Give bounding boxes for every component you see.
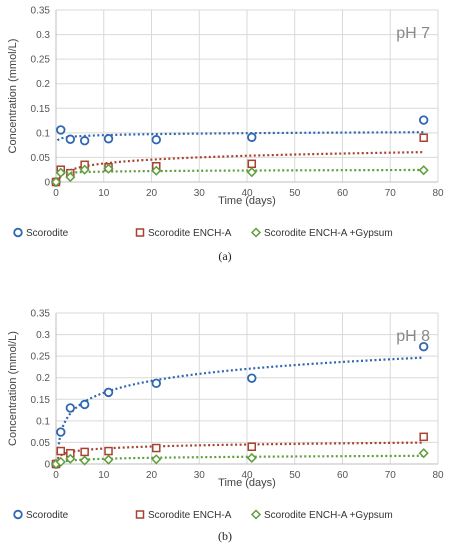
data-point [65,453,76,464]
data-point [104,446,113,456]
y-tick-label: 0.1 [36,416,50,427]
data-point [65,134,76,144]
data-point [247,373,257,383]
data-point [103,163,114,174]
data-point [247,132,257,142]
x-tick-label: 80 [432,188,444,199]
x-tick-label: 40 [241,188,253,199]
y-tick-label: 0 [44,460,50,471]
panel-label: (b) [218,529,232,543]
ph-annotation: pH 8 [396,328,430,345]
data-point [65,403,76,413]
data-point [151,378,161,389]
x-tick-label: 60 [337,188,349,199]
y-tick-label: 0.35 [31,6,51,17]
x-tick-label: 70 [385,188,397,199]
data-point [79,399,90,410]
data-point [79,136,90,146]
legend-marker [135,228,145,237]
x-tick-label: 10 [98,470,110,481]
y-tick-label: 0.05 [31,438,51,449]
data-point [419,432,428,442]
x-tick-label: 10 [98,188,110,199]
data-point [246,167,257,178]
x-tick-label: 40 [241,470,253,481]
trendline-2 [57,168,424,176]
x-tick-label: 30 [194,188,206,199]
y-tick-label: 0.25 [31,352,51,363]
x-tick-label: 70 [385,470,397,481]
panel-label: (a) [218,249,231,263]
x-tick-label: 0 [53,470,59,481]
y-tick-label: 0.3 [36,330,50,341]
x-tick-label: 60 [337,470,349,481]
data-point [56,427,66,437]
y-tick-label: 0.1 [36,128,50,139]
data-point [103,134,114,144]
data-point [418,448,429,459]
data-point [152,443,161,453]
legend-marker [250,509,262,520]
data-point [103,387,114,398]
data-point [55,456,66,467]
legend-label: Scorodite ENCH-A [148,228,232,239]
data-point [65,172,76,183]
y-tick-label: 0 [44,178,50,189]
legend-label: Scorodite [26,228,69,239]
x-tick-label: 20 [146,470,158,481]
data-point [246,452,257,464]
legend-marker [13,509,23,520]
legend-label: Scorodite ENCH-A [148,510,232,521]
x-axis-title: Time (days) [218,195,276,207]
legend-label: Scorodite [26,510,69,521]
legend-marker [250,227,262,238]
y-tick-label: 0.15 [31,104,51,115]
legend-label: Scorodite ENCH-A +Gypsum [264,510,393,521]
data-point [50,176,62,188]
data-point [151,454,162,465]
y-tick-label: 0.3 [36,30,50,41]
ph-annotation: pH 7 [396,25,430,42]
chart-panel-ph7: 0 0.05 0.1 0.15 0.2 0.25 0.3 0.35 0 10 20 30 40 50 60 7… [7,6,444,264]
y-tick-label: 0.15 [31,395,51,406]
x-tick-label: 20 [146,188,158,199]
x-tick-label: 0 [53,188,59,199]
y-tick-label: 0.2 [36,373,50,384]
x-tick-label: 50 [289,470,301,481]
x-tick-label: 30 [194,470,206,481]
trendline-1 [56,151,424,183]
chart-panel-ph8: 0 0.05 0.1 0.15 0.2 0.25 0.3 0.35 0 10 20 30 40 50 60 7… [7,309,444,544]
data-point [247,442,257,451]
data-point [55,167,66,178]
data-point [151,135,161,145]
data-point [418,341,429,352]
y-tick-label: 0.35 [31,309,51,320]
trendline-0 [56,356,424,454]
data-point [56,125,66,135]
data-point [103,454,114,465]
legend-label: Scorodite ENCH-A +Gypsum [264,228,393,239]
data-point [80,447,89,457]
y-tick-label: 0.25 [31,55,51,66]
legend-marker [135,510,145,519]
data-point [79,455,90,466]
x-tick-label: 80 [432,470,444,481]
data-point [56,446,66,456]
y-axis-title: Concentration (mmol/L) [7,39,19,154]
data-point [418,115,429,125]
trendline-1 [56,441,424,460]
legend-marker [13,227,23,238]
data-point [151,165,162,176]
y-tick-label: 0.05 [31,153,51,164]
y-tick-label: 0.2 [36,79,50,90]
data-point [247,159,257,169]
x-axis-title: Time (days) [218,477,276,489]
data-point [418,165,429,176]
data-point [79,164,90,175]
data-point [419,133,428,143]
y-axis-title: Concentration (mmol/L) [7,331,19,446]
x-tick-label: 50 [289,188,301,199]
